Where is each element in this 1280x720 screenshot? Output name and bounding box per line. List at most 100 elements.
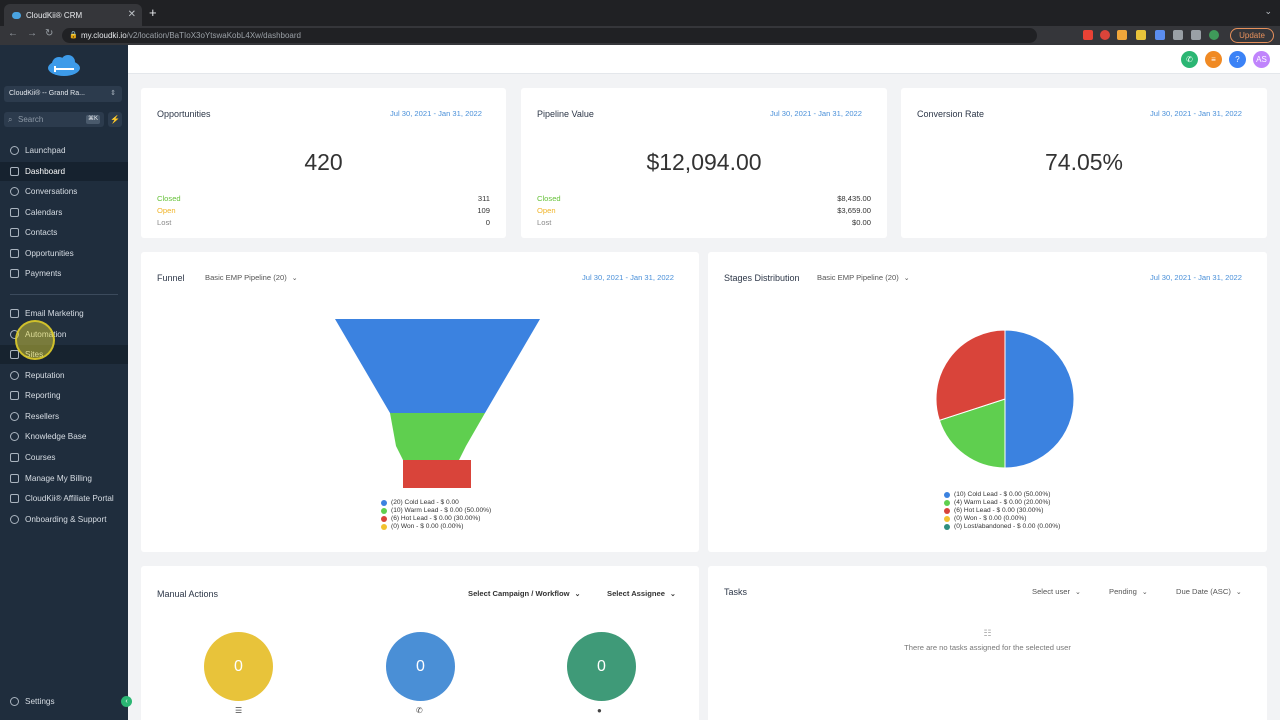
- lock-icon: 🔒: [69, 32, 78, 39]
- funnel-segment-warm-lead[interactable]: [390, 413, 485, 460]
- extension-icon[interactable]: [1136, 30, 1146, 40]
- pie-slice-hot-lead[interactable]: [935, 329, 1006, 421]
- pipeline-dropdown[interactable]: Basic EMP Pipeline (20) ⌄: [205, 273, 298, 282]
- conversion-rate-card: Conversion Rate Jul 30, 2021 - Jan 31, 2…: [901, 88, 1267, 238]
- sidebar-item-affiliate-portal[interactable]: CloudKii® Affiliate Portal: [0, 489, 128, 508]
- back-icon[interactable]: ←: [8, 28, 18, 39]
- sidebar-item-onboarding-support[interactable]: Onboarding & Support: [0, 510, 128, 529]
- sidebar-divider: [10, 294, 118, 295]
- stages-legend: (10) Cold Lead - $ 0.00 (50.00%) (4) War…: [944, 491, 1060, 531]
- assignee-dropdown[interactable]: Select Assignee ⌄: [607, 589, 676, 598]
- forward-icon[interactable]: →: [27, 28, 37, 39]
- sidebar-item-payments[interactable]: Payments: [0, 264, 128, 283]
- sidebar-item-dashboard[interactable]: Dashboard: [0, 162, 128, 181]
- pie-slice-cold-lead[interactable]: [1004, 329, 1075, 469]
- legend-item[interactable]: (0) Lost/abandoned - $ 0.00 (0.00%): [944, 523, 1060, 531]
- sidebar-item-conversations[interactable]: Conversations: [0, 182, 128, 201]
- date-range[interactable]: Jul 30, 2021 - Jan 31, 2022: [769, 109, 862, 118]
- close-tab-icon[interactable]: ✕: [127, 9, 136, 20]
- open-label: Open: [157, 206, 176, 215]
- sidebar-item-reputation[interactable]: Reputation: [0, 366, 128, 385]
- empty-tasks-message: There are no tasks assigned for the sele…: [904, 643, 1071, 652]
- chevron-down-icon: ⌄: [903, 275, 910, 282]
- sidebar-item-knowledge-base[interactable]: Knowledge Base: [0, 427, 128, 446]
- help-icon[interactable]: ?: [1229, 51, 1246, 68]
- cloudkii-logo: [48, 55, 80, 76]
- funnel-segment-cold-lead[interactable]: [335, 319, 540, 413]
- extension-icon[interactable]: [1155, 30, 1165, 40]
- legend-item[interactable]: (10) Cold Lead - $ 0.00 (50.00%): [944, 491, 1060, 499]
- open-value: $3,659.00: [837, 206, 871, 215]
- sites-icon: [10, 350, 19, 359]
- gear-icon: [10, 697, 19, 706]
- puzzle-icon[interactable]: [1173, 30, 1183, 40]
- chevron-down-icon: ⌄: [1075, 589, 1081, 596]
- tab-search-chevron-icon[interactable]: ⌄: [1264, 6, 1272, 16]
- sidebar-item-launchpad[interactable]: Launchpad: [0, 141, 128, 160]
- avatar[interactable]: AS: [1253, 51, 1270, 68]
- lost-label: Lost: [157, 218, 172, 227]
- user-dropdown[interactable]: Select user ⌄: [1032, 587, 1081, 596]
- date-range[interactable]: Jul 30, 2021 - Jan 31, 2022: [1149, 109, 1242, 118]
- reload-icon[interactable]: ↻: [45, 28, 54, 39]
- sidebar-item-resellers[interactable]: Resellers: [0, 407, 128, 426]
- courses-icon: [10, 453, 19, 462]
- sidepanel-icon[interactable]: [1191, 30, 1201, 40]
- manual-tasks-count[interactable]: 0: [204, 632, 273, 701]
- sidebar-item-email-marketing[interactable]: Email Marketing: [0, 304, 128, 323]
- location-selector[interactable]: CloudKii® -- Grand Ra... ⇕: [4, 86, 122, 102]
- conversion-value: 74.05%: [1044, 149, 1123, 175]
- date-range[interactable]: Jul 30, 2021 - Jan 31, 2022: [581, 273, 674, 282]
- sidebar-item-settings[interactable]: Settings: [0, 692, 128, 711]
- sidebar-item-reporting[interactable]: Reporting: [0, 386, 128, 405]
- stages-distribution-card: Stages Distribution Basic EMP Pipeline (…: [708, 252, 1267, 552]
- sidebar-item-contacts[interactable]: Contacts: [0, 223, 128, 242]
- extension-icon[interactable]: [1100, 30, 1110, 40]
- legend-item[interactable]: (6) Hot Lead - $ 0.00 (30.00%): [381, 515, 491, 523]
- update-button[interactable]: Update: [1230, 28, 1274, 43]
- closed-label: Closed: [157, 194, 181, 203]
- menu-icon[interactable]: ≡: [1205, 51, 1222, 68]
- extension-icon[interactable]: [1117, 30, 1127, 40]
- collapse-sidebar-icon[interactable]: ‹: [121, 696, 132, 707]
- url-field[interactable]: 🔒 my.cloudki.io/v2/location/BaTIoX3oYtsw…: [62, 28, 1037, 43]
- legend-item[interactable]: (0) Won - $ 0.00 (0.00%): [381, 523, 491, 531]
- lost-label: Lost: [537, 218, 552, 227]
- pipeline-dropdown[interactable]: Basic EMP Pipeline (20) ⌄: [817, 273, 910, 282]
- sidebar-item-opportunities[interactable]: Opportunities: [0, 244, 128, 263]
- campaign-workflow-dropdown[interactable]: Select Campaign / Workflow ⌄: [468, 589, 581, 598]
- card-title: Stages Distribution: [724, 273, 800, 283]
- search-input[interactable]: ⌕ Search ⌘K: [4, 112, 104, 127]
- chat-icon: [10, 187, 19, 196]
- browser-tab[interactable]: CloudKii® CRM ✕: [4, 4, 142, 26]
- legend-item[interactable]: (20) Cold Lead - $ 0.00: [381, 499, 491, 507]
- date-range[interactable]: Jul 30, 2021 - Jan 31, 2022: [1149, 273, 1242, 282]
- legend-item[interactable]: (10) Warm Lead - $ 0.00 (50.00%): [381, 507, 491, 515]
- manual-sms-count[interactable]: 0: [567, 632, 636, 701]
- browser-tab-bar: CloudKii® CRM ✕ + ⌄: [0, 0, 1280, 26]
- extension-icon[interactable]: [1083, 30, 1093, 40]
- sidebar-item-calendars[interactable]: Calendars: [0, 203, 128, 222]
- legend-item[interactable]: (4) Warm Lead - $ 0.00 (20.00%): [944, 499, 1060, 507]
- sidebar-item-courses[interactable]: Courses: [0, 448, 128, 467]
- status-dropdown[interactable]: Pending ⌄: [1109, 587, 1148, 596]
- card-title: Opportunities: [157, 109, 211, 119]
- date-range[interactable]: Jul 30, 2021 - Jan 31, 2022: [389, 109, 482, 118]
- quick-action-bolt-icon[interactable]: ⚡: [108, 112, 122, 127]
- pie-slice-warm-lead[interactable]: [938, 398, 1006, 469]
- chevron-down-icon: ⌄: [669, 591, 676, 598]
- legend-item[interactable]: (6) Hot Lead - $ 0.00 (30.00%): [944, 507, 1060, 515]
- address-bar-row: ← → ↻ 🔒 my.cloudki.io/v2/location/BaTIoX…: [0, 26, 1280, 45]
- sort-dropdown[interactable]: Due Date (ASC) ⌄: [1176, 587, 1242, 596]
- phone-icon[interactable]: ✆: [1181, 51, 1198, 68]
- profile-icon[interactable]: [1209, 30, 1219, 40]
- sidebar-item-manage-billing[interactable]: Manage My Billing: [0, 469, 128, 488]
- legend-item[interactable]: (0) Won - $ 0.00 (0.00%): [944, 515, 1060, 523]
- manual-calls-count[interactable]: 0: [386, 632, 455, 701]
- opportunities-icon: [10, 249, 19, 258]
- funnel-segment-hot-lead[interactable]: [403, 460, 471, 488]
- new-tab-icon[interactable]: +: [149, 5, 157, 20]
- funnel-legend: (20) Cold Lead - $ 0.00 (10) Warm Lead -…: [381, 499, 491, 531]
- card-title: Pipeline Value: [537, 109, 594, 119]
- affiliate-icon: [10, 494, 19, 503]
